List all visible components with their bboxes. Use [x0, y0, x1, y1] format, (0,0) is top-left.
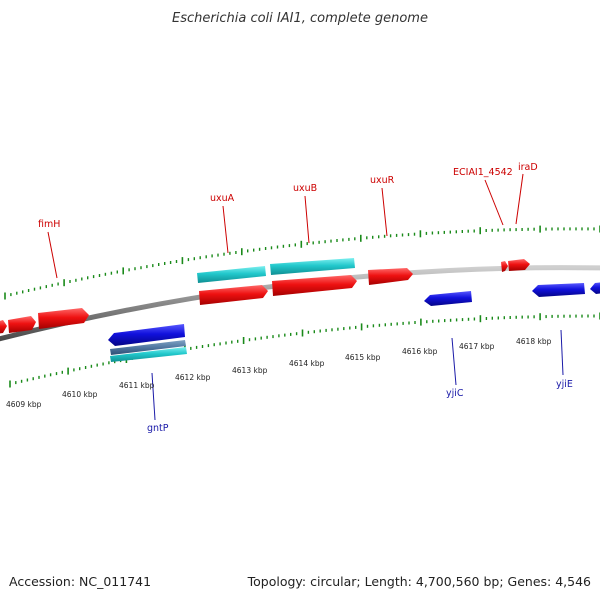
- scale-label: 4612 kbp: [175, 373, 211, 382]
- gene-label-yjiE[interactable]: yjiE: [556, 379, 573, 390]
- gene-arrow-ECIAI1_4542[interactable]: [501, 261, 508, 272]
- gene-arrow-near-edge[interactable]: [8, 316, 36, 333]
- scale-label: 4615 kbp: [345, 353, 381, 362]
- inner-tick-ring: [9, 312, 600, 388]
- map-title: Escherichia coli IAI1, complete genome: [172, 11, 428, 26]
- cds-feature-gntP-steel[interactable]: [110, 340, 186, 355]
- gene-arrow-right-edge[interactable]: [590, 282, 600, 294]
- leader-uxuR: [381, 187, 388, 237]
- gene-label-uxuA[interactable]: uxuA: [210, 193, 235, 204]
- gene-arrow-uxuB[interactable]: [272, 275, 357, 296]
- accession-text: Accession: NC_011741: [9, 574, 151, 589]
- scale-label: 4613 kbp: [232, 366, 268, 375]
- gene-label-fimH[interactable]: fimH: [38, 219, 60, 230]
- leader-yjiC: [451, 337, 457, 386]
- leader-gntP: [151, 372, 156, 421]
- leader-ECIAI1_4542: [484, 179, 504, 226]
- gene-label-yjiC[interactable]: yjiC: [446, 388, 464, 399]
- gene-arrow-iraD[interactable]: [508, 259, 530, 271]
- scale-label: 4609 kbp: [6, 400, 42, 409]
- scale-label: 4610 kbp: [62, 390, 98, 399]
- genome-summary-text: Topology: circular; Length: 4,700,560 bp…: [247, 574, 591, 589]
- gene-arrow-yjiE[interactable]: [532, 283, 585, 297]
- gene-label-iraD[interactable]: iraD: [518, 162, 538, 173]
- scale-labels: 4609 kbp 4610 kbp 4611 kbp 4612 kbp 4613…: [6, 337, 552, 409]
- scale-label: 4618 kbp: [516, 337, 552, 346]
- gene-labels: fimH uxuA uxuB uxuR ECIAI1_4542 iraD gnt…: [38, 162, 573, 434]
- gene-arrow-fimH[interactable]: [38, 308, 89, 329]
- cds-row-forward: [197, 258, 355, 283]
- gene-arrow-uxuA[interactable]: [199, 285, 268, 305]
- gene-arrow-gntP[interactable]: [108, 324, 185, 346]
- outer-tick-ring: [4, 225, 600, 300]
- gene-arrow-left-edge[interactable]: [0, 320, 7, 334]
- gene-label-uxuR[interactable]: uxuR: [370, 175, 395, 186]
- gene-label-uxuB[interactable]: uxuB: [293, 183, 317, 194]
- label-leaders: [47, 173, 564, 421]
- genome-backbone: [0, 265, 600, 342]
- scale-label: 4611 kbp: [119, 381, 155, 390]
- gene-arrow-uxuR[interactable]: [368, 268, 413, 285]
- gene-label-gntP[interactable]: gntP: [147, 423, 169, 434]
- cds-feature-uxuB[interactable]: [270, 258, 355, 275]
- cds-row-reverse: [110, 340, 187, 362]
- gene-arrow-yjiC[interactable]: [424, 291, 472, 306]
- cds-feature-uxuA[interactable]: [197, 266, 266, 283]
- scale-label: 4616 kbp: [402, 347, 438, 356]
- cds-feature-gntP-cyan[interactable]: [110, 347, 187, 362]
- scale-label: 4614 kbp: [289, 359, 325, 368]
- scale-label: 4617 kbp: [459, 342, 495, 351]
- leader-iraD: [515, 173, 524, 225]
- reverse-genes: [108, 282, 600, 346]
- leader-uxuA: [222, 205, 229, 254]
- leader-yjiE: [560, 329, 564, 376]
- forward-genes: [0, 259, 530, 334]
- leader-uxuB: [304, 195, 310, 244]
- gene-label-ECIAI1_4542[interactable]: ECIAI1_4542: [453, 167, 513, 178]
- leader-fimH: [47, 231, 58, 279]
